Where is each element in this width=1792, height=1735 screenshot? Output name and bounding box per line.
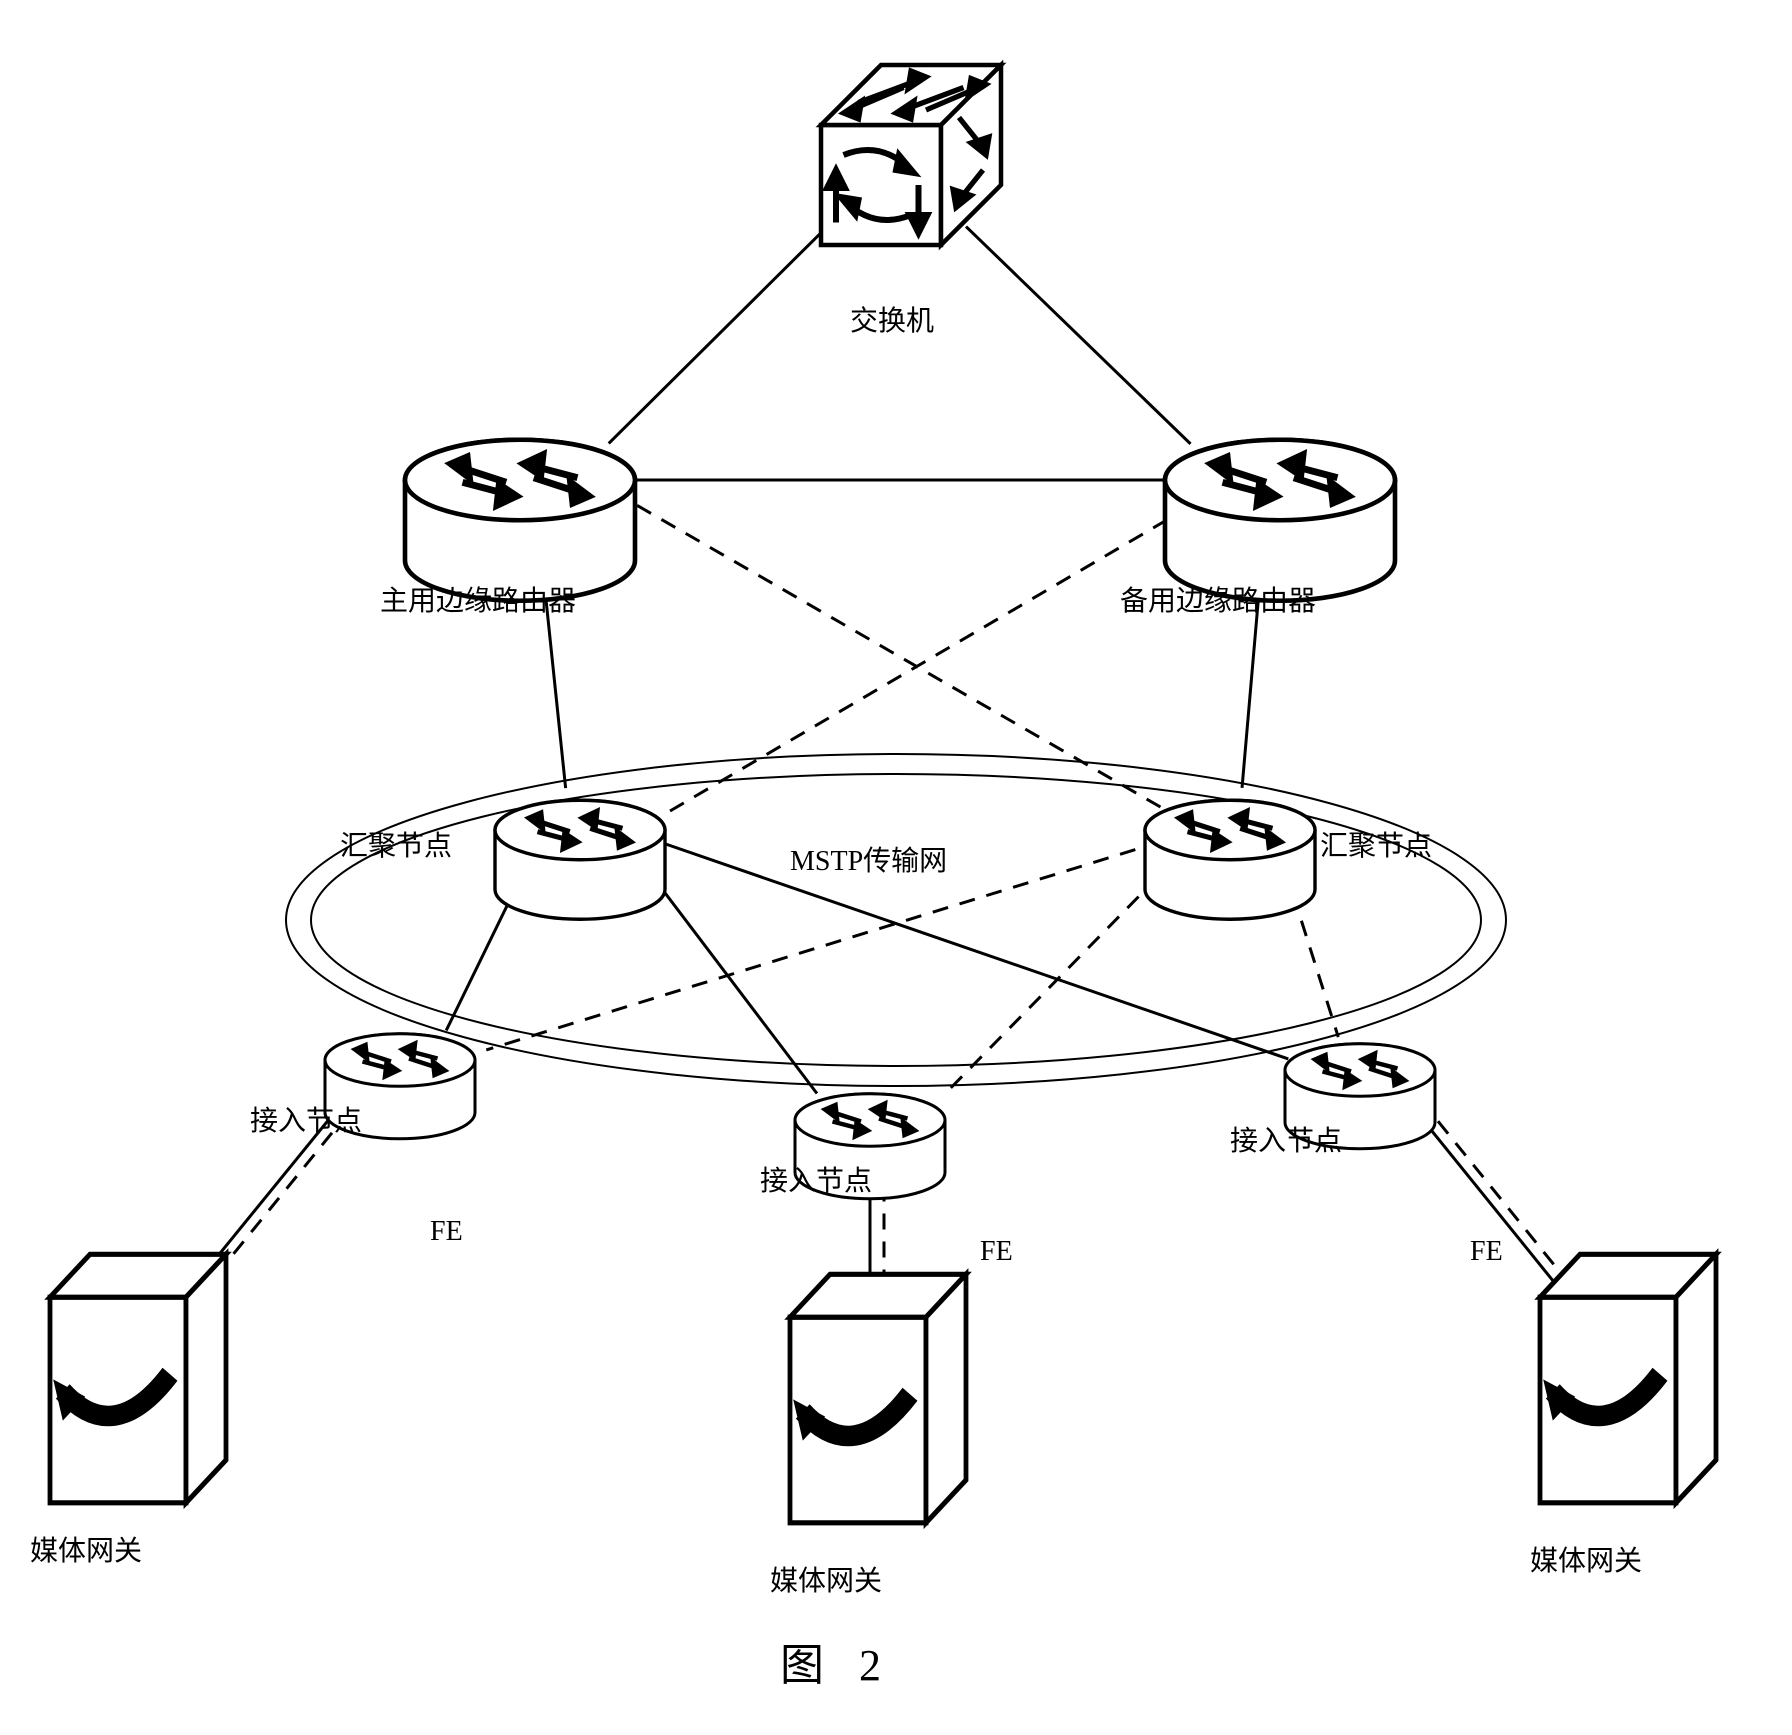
figure-caption: 图 2 xyxy=(780,1641,893,1690)
access-left-label: 接入节点 xyxy=(250,1105,362,1137)
media-gateway-3-label: 媒体网关 xyxy=(1530,1545,1642,1577)
access-mid-label: 接入节点 xyxy=(760,1165,872,1197)
switch-cube xyxy=(821,65,1001,245)
aggregation-right-label: 汇聚节点 xyxy=(1320,830,1432,862)
primary-edge-router xyxy=(405,440,635,601)
aggregation-node-right xyxy=(1145,800,1315,919)
media-gateway-2 xyxy=(790,1274,966,1523)
media-gateway-3 xyxy=(1540,1254,1716,1503)
fe-label-3: FE xyxy=(1470,1236,1503,1267)
aggregation-left-label: 汇聚节点 xyxy=(340,830,452,862)
mstp-label: MSTP传输网 xyxy=(790,845,947,877)
access-right-label: 接入节点 xyxy=(1230,1125,1342,1157)
diagram-canvas: MSTP传输网 交换机 主用边缘路由器 备用边缘路由器 汇聚节点 汇聚节点 接入… xyxy=(0,0,1792,1735)
backup-edge-router xyxy=(1165,440,1395,601)
media-gateway-1 xyxy=(50,1254,226,1503)
fe-label-2: FE xyxy=(980,1236,1013,1267)
media-gateway-2-label: 媒体网关 xyxy=(770,1565,882,1597)
fe-label-1: FE xyxy=(430,1216,463,1247)
switch-label: 交换机 xyxy=(850,305,934,337)
mstp-ring-outer xyxy=(286,754,1506,1086)
media-gateway-1-label: 媒体网关 xyxy=(30,1535,142,1567)
backup-edge-router-label: 备用边缘路由器 xyxy=(1120,585,1316,617)
primary-edge-router-label: 主用边缘路由器 xyxy=(380,585,576,617)
aggregation-node-left xyxy=(495,800,665,919)
